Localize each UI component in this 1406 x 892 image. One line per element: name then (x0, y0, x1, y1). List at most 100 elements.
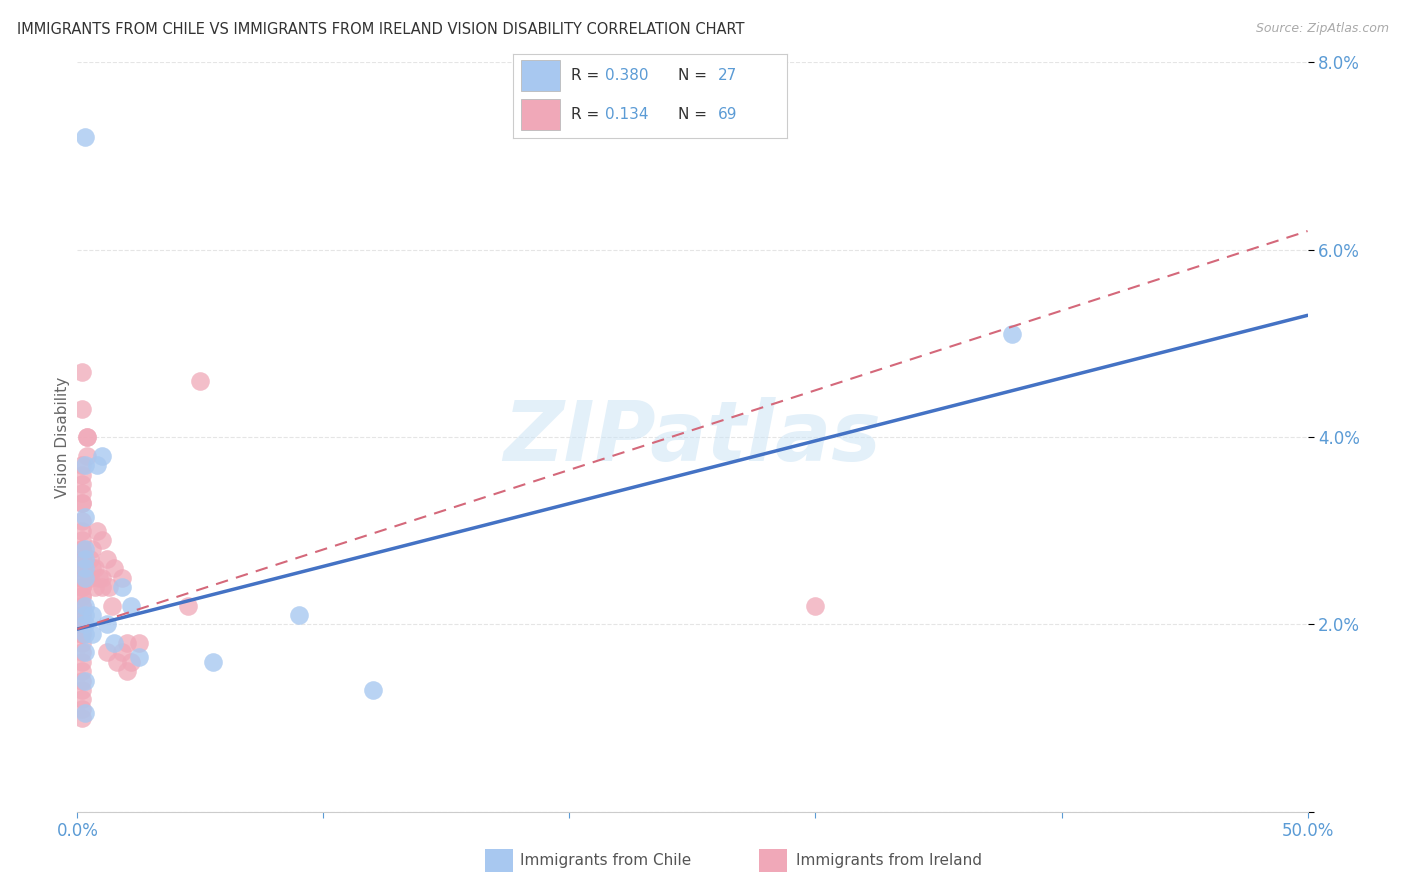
Point (70, 664, 93, 679)
Point (188, 374, 212, 388)
Point (73, 617, 96, 632)
Point (73, 561, 96, 575)
Point (96, 646, 118, 660)
Point (101, 599, 124, 613)
Point (70, 590, 93, 604)
Point (73, 626, 96, 640)
Point (70, 608, 93, 623)
Point (83, 580, 105, 594)
Point (73, 673, 96, 688)
Point (70, 467, 93, 482)
Point (115, 664, 138, 679)
Point (70, 458, 93, 473)
Point (70, 524, 93, 538)
FancyBboxPatch shape (522, 61, 560, 91)
Text: N =: N = (678, 107, 711, 122)
Point (70, 533, 93, 547)
Point (804, 599, 827, 613)
Text: IMMIGRANTS FROM CHILE VS IMMIGRANTS FROM IRELAND VISION DISABILITY CORRELATION C: IMMIGRANTS FROM CHILE VS IMMIGRANTS FROM… (17, 22, 744, 37)
Point (115, 636, 138, 650)
Text: Source: ZipAtlas.com: Source: ZipAtlas.com (1256, 22, 1389, 36)
Text: ZIPatlas: ZIPatlas (503, 397, 882, 477)
Point (70, 542, 93, 557)
Point (79, 551, 101, 566)
Point (70, 514, 93, 528)
Point (361, 683, 384, 698)
Text: Immigrants from Ireland: Immigrants from Ireland (796, 854, 981, 868)
Text: R =: R = (571, 68, 605, 83)
Point (70, 701, 93, 715)
Point (70, 590, 93, 604)
Point (288, 608, 311, 623)
Point (70, 476, 93, 491)
Point (103, 561, 125, 575)
Text: 27: 27 (717, 68, 737, 83)
Point (76, 430, 98, 444)
Point (82, 608, 104, 623)
Point (1001, 326, 1024, 341)
Text: 69: 69 (717, 107, 737, 122)
Point (111, 646, 132, 660)
Point (90, 533, 114, 547)
Point (73, 706, 96, 721)
Point (70, 542, 93, 557)
Point (98, 580, 121, 594)
Point (111, 580, 132, 594)
Point (70, 692, 93, 706)
Y-axis label: Vision Disability: Vision Disability (55, 376, 70, 498)
Point (86, 458, 108, 473)
Point (73, 458, 96, 473)
Point (70, 711, 93, 725)
Point (73, 130, 96, 145)
Text: N =: N = (678, 68, 711, 83)
Point (73, 509, 96, 524)
Text: 0.380: 0.380 (605, 68, 648, 83)
Point (70, 599, 93, 613)
Point (70, 486, 93, 500)
Point (70, 617, 93, 632)
Point (70, 561, 93, 575)
Point (73, 646, 96, 660)
Point (73, 571, 96, 585)
Point (70, 402, 93, 417)
Point (73, 551, 96, 566)
Point (70, 655, 93, 669)
Point (121, 655, 143, 669)
Text: R =: R = (571, 107, 605, 122)
Point (70, 683, 93, 698)
Point (177, 599, 200, 613)
Point (76, 449, 98, 463)
Point (96, 551, 118, 566)
Point (70, 365, 93, 379)
Point (83, 561, 105, 575)
Point (82, 626, 104, 640)
Point (70, 580, 93, 594)
FancyBboxPatch shape (522, 99, 560, 130)
Point (79, 571, 101, 585)
Point (89, 571, 111, 585)
Text: 0.134: 0.134 (605, 107, 648, 122)
Point (70, 626, 93, 640)
Point (82, 542, 104, 557)
Point (86, 524, 108, 538)
Text: Immigrants from Chile: Immigrants from Chile (520, 854, 692, 868)
Point (111, 571, 132, 585)
Point (103, 636, 125, 650)
Point (73, 608, 96, 623)
Point (73, 599, 96, 613)
Point (90, 449, 114, 463)
Point (90, 580, 114, 594)
Point (70, 495, 93, 509)
Point (70, 571, 93, 585)
Point (70, 673, 93, 688)
Point (105, 655, 128, 669)
Point (128, 650, 150, 665)
Point (121, 599, 143, 613)
Point (70, 646, 93, 660)
Point (70, 495, 93, 509)
Point (70, 571, 93, 585)
Point (128, 636, 150, 650)
Point (70, 608, 93, 623)
Point (70, 599, 93, 613)
Point (73, 542, 96, 557)
